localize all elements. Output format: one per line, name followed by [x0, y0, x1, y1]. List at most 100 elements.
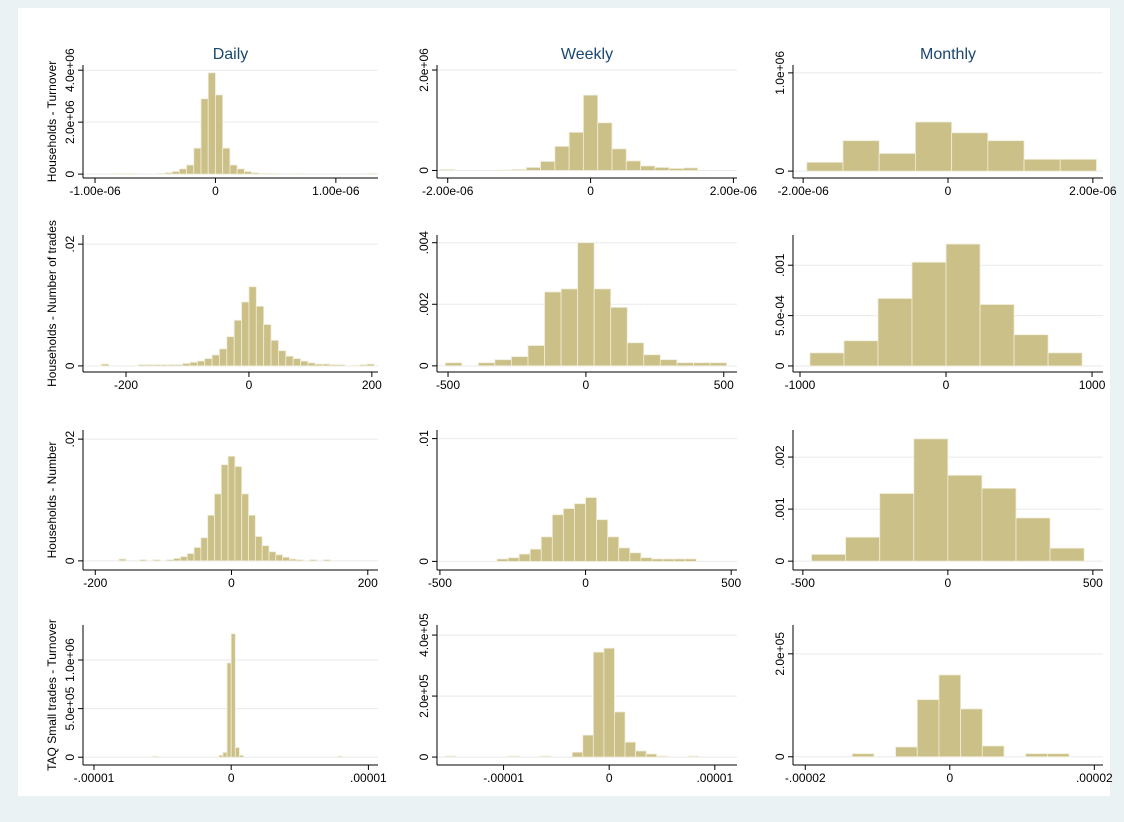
bar — [289, 558, 297, 562]
bar — [180, 556, 188, 562]
bar — [229, 164, 238, 175]
column-title: Daily — [213, 46, 249, 63]
bar — [366, 172, 375, 175]
bar — [842, 140, 880, 172]
y-tick-label: 0 — [773, 167, 787, 174]
y-tick-label: 2.0e+05 — [417, 674, 431, 718]
bar — [337, 755, 343, 758]
bar — [233, 319, 242, 367]
bar — [128, 173, 137, 175]
y-tick-label: .002 — [773, 445, 787, 469]
bar — [444, 362, 463, 367]
bar — [366, 363, 375, 367]
bar — [527, 345, 545, 367]
bar — [152, 364, 161, 367]
x-tick-label: -1.00e-06 — [69, 184, 121, 198]
bar — [540, 161, 556, 171]
bar — [913, 438, 949, 562]
bar — [307, 362, 316, 367]
bar — [239, 754, 244, 758]
bar — [292, 358, 301, 367]
bar — [351, 364, 360, 367]
x-tick-label: 0 — [945, 576, 952, 590]
x-tick-label: .00001 — [696, 771, 733, 785]
bar — [597, 122, 613, 171]
y-tick-label: .004 — [417, 231, 431, 255]
x-tick-label: .00001 — [350, 771, 387, 785]
y-tick-label: 0 — [417, 167, 431, 174]
bar — [583, 94, 599, 171]
bar — [220, 464, 229, 562]
bar — [676, 362, 694, 367]
bar — [693, 362, 711, 367]
bar — [295, 559, 304, 562]
bar — [654, 167, 670, 171]
y-tick-label: 5.0e-04 — [773, 295, 787, 336]
bar — [337, 364, 346, 367]
bar — [688, 755, 700, 758]
bar — [1023, 158, 1061, 172]
y-tick-label: 0 — [773, 362, 787, 369]
bar — [196, 360, 206, 367]
bar — [915, 121, 953, 172]
bar — [193, 147, 202, 175]
y-tick-label: 0 — [63, 362, 77, 369]
bar — [635, 750, 647, 758]
y-tick-label: 0 — [63, 170, 77, 177]
bar — [101, 363, 110, 367]
y-tick-label: 2.0e+06 — [417, 48, 431, 92]
y-tick-label: 0 — [417, 558, 431, 565]
x-tick-label: 0 — [606, 771, 613, 785]
y-tick-label: 2.0e+06 — [63, 100, 77, 144]
bar — [614, 711, 626, 758]
bar — [323, 559, 331, 562]
bar — [265, 173, 274, 175]
bar — [508, 755, 520, 758]
bar — [656, 755, 668, 758]
x-tick-label: 200 — [358, 576, 378, 590]
bar — [845, 536, 881, 562]
bar — [911, 261, 947, 367]
y-tick-label: 0 — [417, 362, 431, 369]
y-tick-label: 1.0e+06 — [63, 638, 77, 682]
bar — [314, 363, 324, 367]
y-tick-label: 0 — [63, 754, 77, 761]
y-tick-label: .001 — [773, 253, 787, 277]
bar — [611, 148, 627, 171]
bar — [624, 741, 636, 758]
x-tick-label: -2.00e-06 — [777, 184, 829, 198]
bar — [540, 536, 553, 562]
bar — [851, 753, 875, 758]
bar — [607, 536, 620, 562]
bar — [525, 167, 541, 171]
y-tick-label: 4.0e+05 — [417, 613, 431, 657]
bar — [309, 559, 318, 562]
bar — [554, 145, 570, 171]
bar — [951, 132, 989, 172]
bar — [877, 298, 913, 367]
bar — [629, 552, 642, 562]
bar — [511, 356, 529, 367]
bar — [152, 559, 161, 562]
y-tick-label: 0 — [773, 753, 787, 760]
bar — [167, 364, 176, 367]
x-tick-label: 0 — [246, 378, 253, 392]
y-tick-label: .02 — [63, 235, 77, 252]
bar — [568, 131, 584, 171]
bar — [139, 559, 147, 562]
bar — [248, 286, 257, 367]
bar — [234, 747, 240, 758]
bar — [207, 72, 216, 175]
x-tick-label: 0 — [587, 184, 594, 198]
bar — [507, 557, 520, 562]
bar — [626, 342, 645, 367]
x-tick-label: -1000 — [785, 378, 816, 392]
y-axis-title: Households - Turnover — [45, 61, 59, 182]
bar — [219, 348, 228, 367]
x-tick-label: 0 — [582, 576, 589, 590]
bar — [222, 147, 231, 175]
y-tick-label: 4.0e+06 — [63, 48, 77, 92]
bar — [571, 751, 584, 758]
